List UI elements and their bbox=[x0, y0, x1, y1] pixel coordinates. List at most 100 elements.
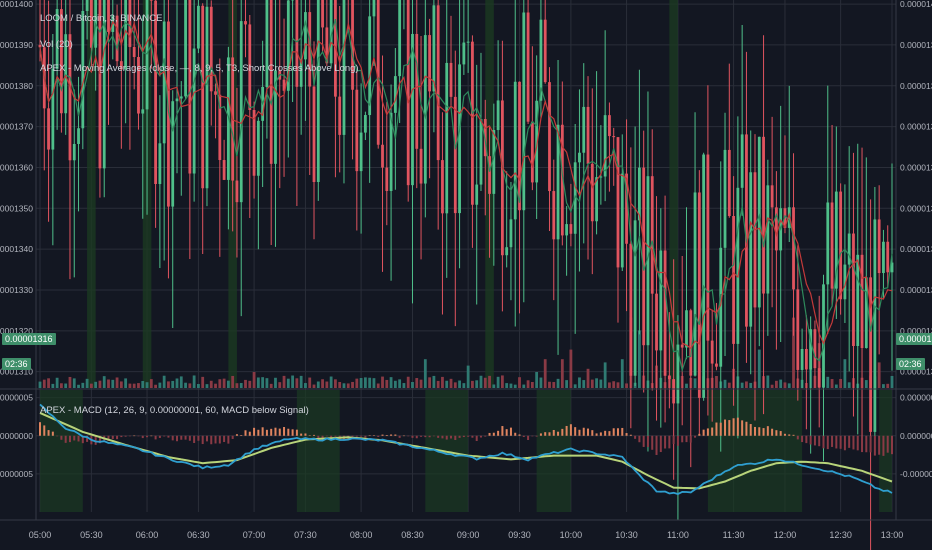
macd-histogram-bar bbox=[835, 435, 838, 449]
candle-body bbox=[132, 46, 136, 58]
macd-histogram-bar bbox=[184, 435, 187, 440]
macd-histogram-bar bbox=[321, 435, 324, 439]
macd-region bbox=[296, 390, 340, 512]
volume-bar bbox=[740, 382, 744, 388]
candle-body bbox=[415, 33, 419, 149]
volume-bar bbox=[423, 359, 427, 388]
volume-bar bbox=[218, 379, 222, 388]
volume-bar bbox=[119, 381, 123, 388]
macd-histogram-bar bbox=[158, 435, 161, 438]
macd-histogram-bar bbox=[689, 435, 692, 443]
volume-bar bbox=[864, 380, 868, 388]
macd-histogram-bar bbox=[77, 435, 80, 442]
candle-body bbox=[423, 35, 427, 184]
volume-bar bbox=[291, 375, 295, 388]
candle-body bbox=[822, 284, 825, 388]
volume-bar bbox=[132, 383, 136, 388]
candle-body bbox=[321, 0, 324, 28]
candle-body bbox=[72, 143, 76, 161]
macd-histogram-bar bbox=[133, 435, 136, 437]
volume-bar bbox=[441, 376, 444, 388]
candle-body bbox=[813, 329, 817, 369]
volume-bar bbox=[60, 383, 63, 388]
candle-body bbox=[162, 21, 166, 144]
macd-histogram-bar bbox=[676, 435, 679, 446]
macd-histogram-bar bbox=[381, 434, 384, 436]
macd-histogram-bar bbox=[291, 429, 294, 436]
volume-bar bbox=[102, 376, 106, 388]
macd-histogram-bar bbox=[522, 435, 525, 438]
macd-histogram-bar bbox=[124, 435, 127, 437]
macd-histogram-bar bbox=[878, 435, 881, 455]
volume-bar bbox=[522, 384, 526, 388]
volume-bar bbox=[175, 378, 179, 388]
y-tick-label-left: 0.00001360 bbox=[0, 162, 33, 172]
volume-bar bbox=[239, 383, 243, 388]
candle-body bbox=[505, 247, 509, 256]
volume-bar bbox=[586, 368, 590, 388]
volume-bar bbox=[839, 378, 843, 388]
volume-bar bbox=[346, 383, 350, 388]
candle-body bbox=[179, 96, 183, 99]
macd-histogram-bar bbox=[355, 435, 358, 437]
macd-histogram-bar bbox=[831, 435, 834, 447]
macd-histogram-bar bbox=[886, 435, 889, 453]
macd-histogram-bar bbox=[411, 435, 414, 438]
macd-histogram-bar bbox=[621, 427, 624, 436]
candle-body bbox=[218, 94, 222, 161]
volume-bar bbox=[419, 379, 423, 388]
candle-body bbox=[637, 167, 641, 221]
macd-histogram-bar bbox=[201, 435, 204, 445]
macd-histogram-bar bbox=[664, 435, 667, 449]
macd-histogram-bar bbox=[68, 435, 71, 443]
x-tick-label: 13:00 bbox=[881, 530, 904, 540]
volume-bar bbox=[393, 380, 397, 388]
volume-bar bbox=[471, 380, 474, 388]
candle-body bbox=[299, 59, 303, 87]
x-tick-label: 08:00 bbox=[350, 530, 373, 540]
candle-body bbox=[509, 219, 513, 248]
volume-bar bbox=[381, 376, 384, 388]
candle-body bbox=[890, 262, 894, 273]
candle-body bbox=[663, 250, 667, 376]
candle-body bbox=[312, 86, 316, 183]
candle-body bbox=[526, 12, 530, 122]
volume-bar bbox=[154, 384, 157, 388]
macd-histogram-bar bbox=[557, 431, 560, 436]
macd-histogram-bar bbox=[193, 435, 196, 443]
volume-bar bbox=[488, 375, 491, 388]
candle-body bbox=[723, 149, 727, 248]
candle-body bbox=[471, 41, 474, 205]
candle-body bbox=[839, 191, 843, 300]
macd-histogram-bar bbox=[304, 433, 307, 436]
macd-histogram-bar bbox=[822, 435, 825, 449]
candle-body bbox=[809, 329, 813, 370]
current-price-tag-right: 0.00001316 bbox=[896, 333, 932, 345]
candle-body bbox=[363, 115, 367, 133]
volume-bar bbox=[359, 377, 363, 388]
macd-histogram-bar bbox=[368, 435, 371, 436]
countdown-tag-left: 02:36 bbox=[2, 358, 31, 370]
volume-bar bbox=[411, 381, 414, 388]
volume-bar bbox=[402, 383, 406, 388]
macd-histogram-bar bbox=[420, 435, 423, 437]
macd-histogram-bar bbox=[86, 435, 89, 442]
candle-body bbox=[316, 0, 320, 183]
volume-bars bbox=[38, 317, 894, 388]
macd-histogram-bar bbox=[47, 430, 50, 436]
candle-body bbox=[214, 91, 217, 95]
candle-body bbox=[770, 185, 774, 208]
volume-bar bbox=[77, 384, 80, 388]
y-tick-label-right: 0.00001370 bbox=[900, 122, 932, 132]
macd-histogram-bar bbox=[779, 431, 782, 436]
candle-body bbox=[411, 33, 414, 186]
macd-histogram-bar bbox=[479, 435, 482, 438]
candle-body bbox=[85, 0, 89, 11]
volume-bar bbox=[124, 378, 128, 388]
candle-body bbox=[586, 106, 590, 164]
macd-histogram-bar bbox=[235, 434, 238, 436]
